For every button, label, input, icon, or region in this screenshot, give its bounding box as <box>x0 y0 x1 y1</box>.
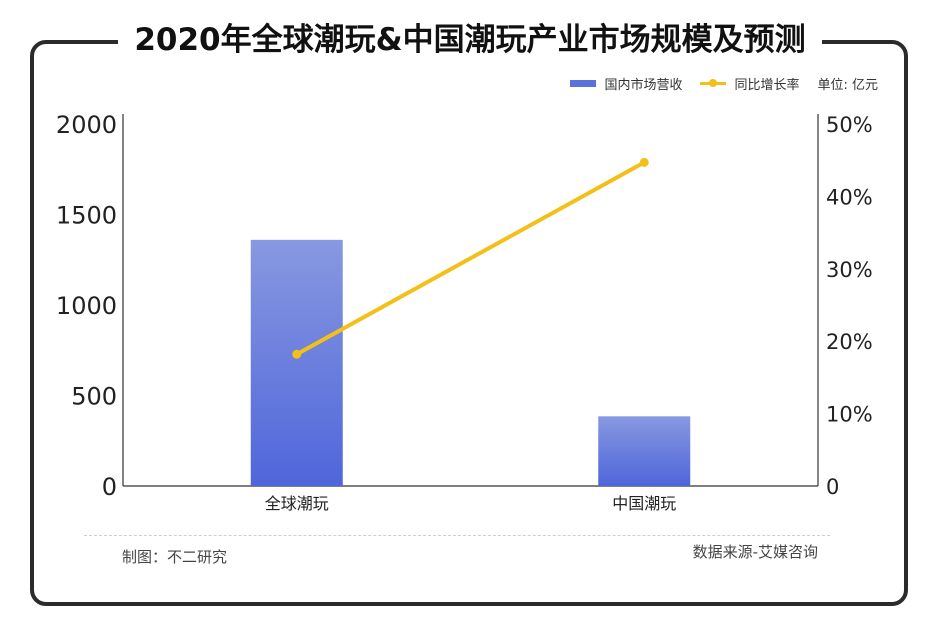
chart-title: 2020年全球潮玩&中国潮玩产业市场规模及预测 <box>118 18 822 62</box>
y-left-tick-label: 1000 <box>56 292 117 320</box>
credit-source: 数据来源-艾媒咨询 <box>692 543 818 561</box>
y-right-tick-label: 10% <box>826 403 873 427</box>
footer-divider <box>84 535 830 536</box>
legend-label-revenue: 国内市场营收 <box>604 78 683 93</box>
y-right-tick-label: 40% <box>826 185 873 209</box>
x-tick-label: 中国潮玩 <box>612 494 676 513</box>
growth-point-2 <box>639 157 649 167</box>
legend-bar-swatch <box>570 80 597 87</box>
legend: 国内市场营收 同比增长率 单位: 亿元 <box>552 74 878 93</box>
y-right-tick-label: 0 <box>826 475 839 499</box>
bar-2 <box>598 416 691 486</box>
credit-maker: 制图：不二研究 <box>122 548 228 566</box>
y-left-tick-label: 500 <box>71 383 117 411</box>
unit-label: 单位: 亿元 <box>817 78 878 93</box>
title-wrapper: 2020年全球潮玩&中国潮玩产业市场规模及预测 <box>0 18 940 62</box>
x-tick-label: 全球潮玩 <box>265 494 329 513</box>
y-left-tick-label: 1500 <box>56 202 117 230</box>
growth-line <box>294 160 647 357</box>
legend-item-revenue: 国内市场营收 <box>570 74 682 93</box>
y-left-tick-label: 2000 <box>56 111 117 139</box>
legend-line-swatch <box>700 79 727 87</box>
bar-1 <box>250 239 343 486</box>
y-right-tick-label: 50% <box>826 113 873 137</box>
y-left-tick-label: 0 <box>102 473 117 501</box>
legend-label-growth: 同比增长率 <box>734 78 800 93</box>
y-right-tick-label: 30% <box>826 258 873 282</box>
y-right-tick-label: 20% <box>826 330 873 354</box>
growth-point-1 <box>292 349 302 359</box>
legend-item-growth: 同比增长率 <box>700 74 799 93</box>
